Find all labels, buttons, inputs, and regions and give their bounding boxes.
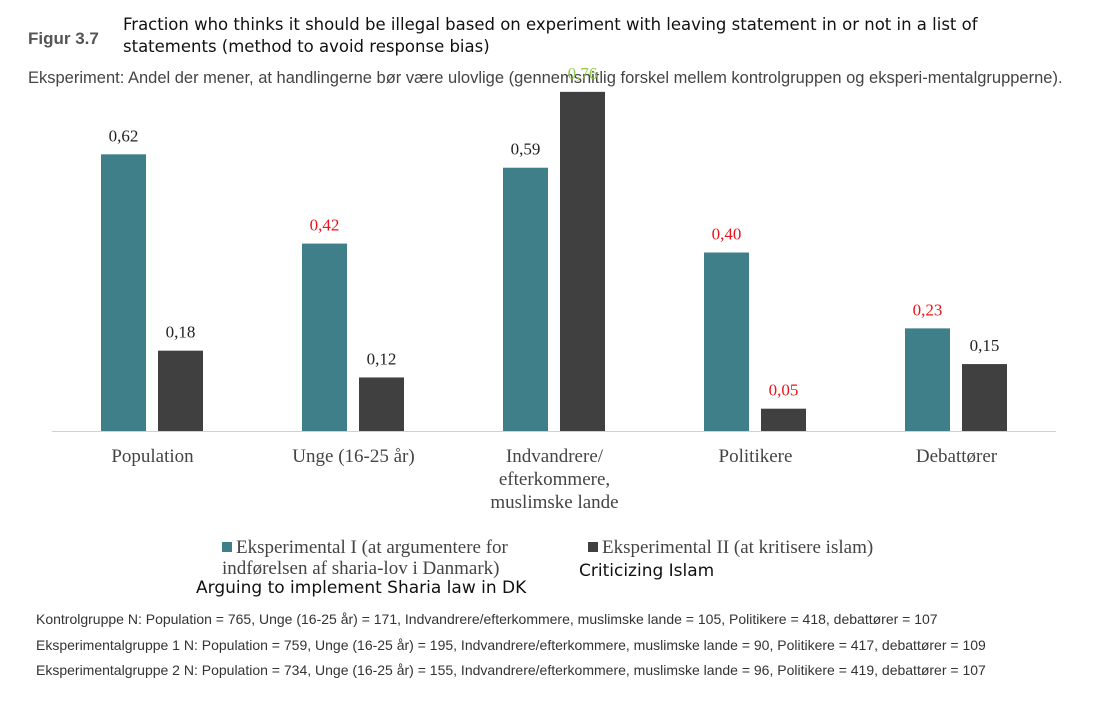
data-label-series1-3: 0,40 [712, 225, 742, 244]
data-label-series2-3: 0,05 [769, 381, 799, 400]
data-label-series2-0: 0,18 [166, 323, 196, 342]
x-tick-label-0: Population [111, 446, 194, 467]
data-label-series2-4: 0,15 [970, 336, 1000, 355]
legend-swatch-series2 [588, 542, 598, 552]
bar-series2-2 [560, 91, 605, 431]
bar-series1-1 [302, 243, 347, 431]
data-label-series1-4: 0,23 [913, 300, 943, 319]
data-label-series1-2: 0,59 [511, 140, 541, 159]
x-tick-label-2: muslimske lande [490, 492, 618, 513]
bar-series2-1 [359, 377, 404, 431]
data-label-series1-0: 0,62 [109, 126, 139, 145]
x-tick-label-4: Debattører [916, 446, 998, 467]
data-label-series1-1: 0,42 [310, 216, 340, 235]
legend-swatch-series1 [222, 542, 232, 552]
overlay-title: Fraction who thinks it should be illegal… [123, 15, 978, 56]
legend-label-series2: Eksperimental II (at kritisere islam) [602, 537, 874, 558]
bar-series2-4 [962, 364, 1007, 431]
x-tick-label-3: Politikere [719, 446, 793, 467]
note-control-group: Kontrolgruppe N: Population = 765, Unge … [36, 611, 938, 627]
legend-label-series1: Eksperimental I (at argumentere for indf… [222, 537, 508, 579]
figure-label: Figur 3.7 [28, 29, 99, 48]
legend-item-series1: Eksperimental I (at argumentere for indf… [222, 537, 552, 579]
data-label-series2-2: 0,76 [568, 64, 598, 83]
bar-series1-0 [101, 154, 146, 431]
note-experimental-group-1: Eksperimentalgruppe 1 N: Population = 75… [36, 637, 986, 653]
overlay-caption-series2: Criticizing Islam [579, 561, 715, 581]
bar-series2-0 [158, 350, 203, 431]
bar-series1-2 [503, 167, 548, 431]
bar-series1-3 [704, 252, 749, 431]
bar-series1-4 [905, 328, 950, 431]
note-experimental-group-2: Eksperimentalgruppe 2 N: Population = 73… [36, 662, 986, 678]
overlay-caption-series1: Arguing to implement Sharia law in DK [196, 578, 527, 598]
data-label-series2-1: 0,12 [367, 349, 397, 368]
x-tick-label-2: efterkommere, [499, 469, 610, 490]
bar-chart: 0,62 0,42 0,59 0,40 0,23 0,18 0,12 0,76 0,05 0,15… [52, 64, 1056, 513]
x-tick-label-2: Indvandrere/ [506, 446, 604, 467]
x-tick-label-1: Unge (16-25 år) [292, 446, 414, 467]
chart-subtitle: Eksperiment: Andel der mener, at handlin… [28, 69, 1063, 87]
bar-series2-3 [761, 408, 806, 431]
legend-item-series2: Eksperimental II (at kritisere islam) [588, 537, 928, 558]
